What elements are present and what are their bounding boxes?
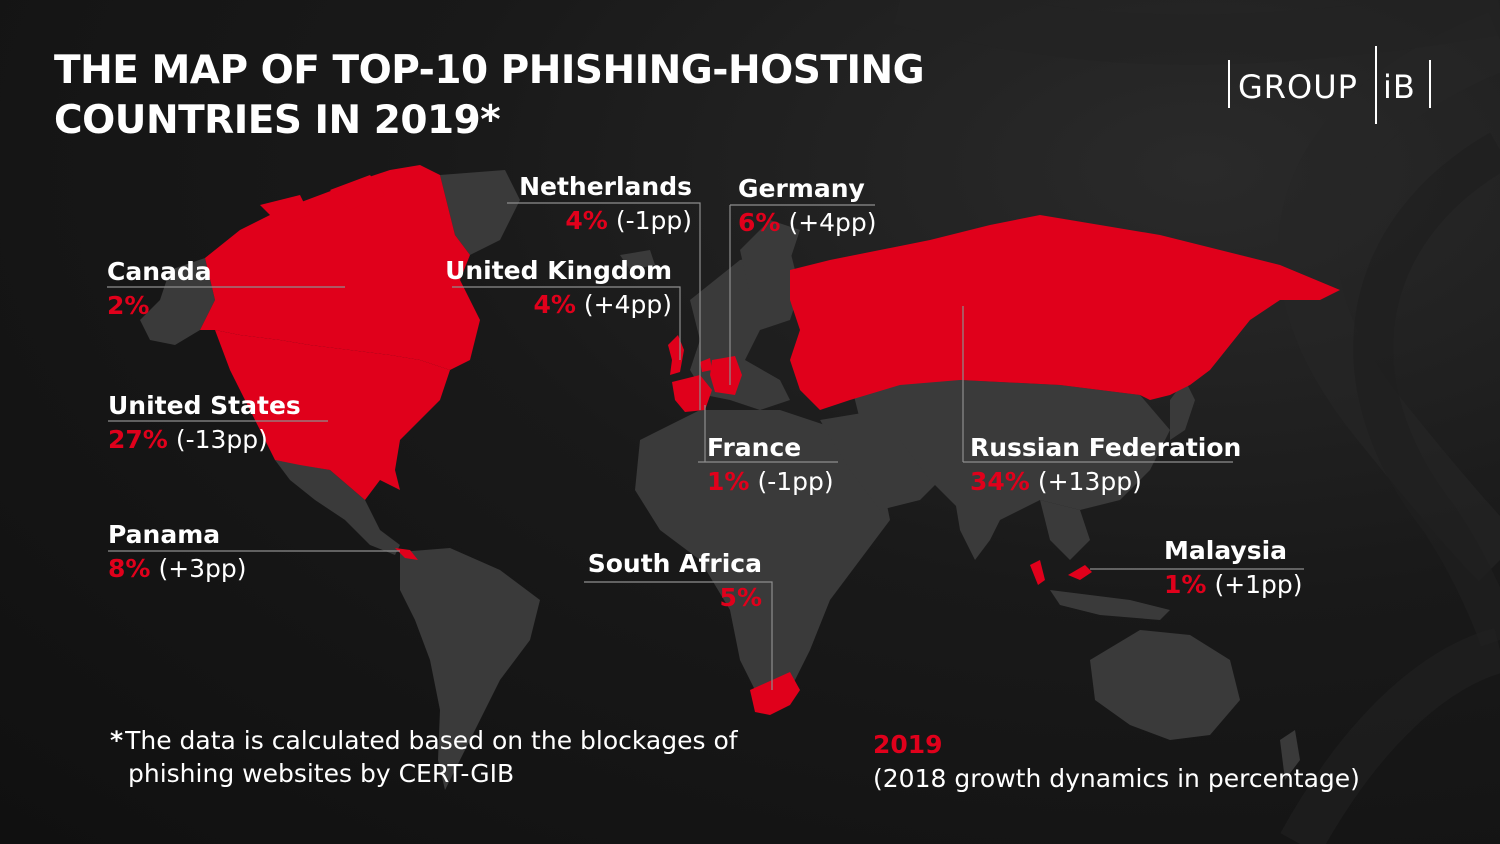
group-ib-logo: GROUP iB — [1228, 46, 1433, 124]
malaysia-borneo-shape — [1068, 565, 1092, 580]
label-south-africa: South Africa 5% — [584, 549, 762, 613]
country-values: 4% (+4pp) — [440, 290, 672, 320]
country-name: South Africa — [587, 549, 762, 578]
change-value: (-1pp) — [615, 206, 692, 235]
label-germany: Germany 6% (+4pp) — [738, 174, 883, 238]
logo-bar-middle — [1375, 46, 1377, 124]
country-name: Panama — [108, 520, 221, 549]
leader-germany — [729, 204, 875, 385]
change-value: (+4pp) — [788, 208, 877, 237]
label-russian-federation: Russian Federation 34% (+13pp) — [970, 433, 1242, 497]
label-netherlands: Netherlands 4% (-1pp) — [507, 172, 692, 236]
country-values: 1% (+1pp) — [1164, 570, 1304, 600]
country-name: France — [707, 433, 802, 462]
footnote-line-2: phishing websites by CERT-GIB — [128, 759, 515, 788]
country-name: Malaysia — [1164, 536, 1288, 565]
legend-year: 2019 — [873, 730, 943, 759]
change-value: (+1pp) — [1214, 570, 1303, 599]
footnote-line-1: The data is calculated based on the bloc… — [125, 726, 738, 755]
share-value: 34% — [970, 467, 1030, 496]
footnote: *The data is calculated based on the blo… — [110, 724, 738, 790]
share-value: 4% — [565, 206, 608, 235]
share-value: 27% — [108, 425, 168, 454]
leader-lines — [107, 202, 1304, 690]
title-line-1: THE MAP OF TOP-10 PHISHING-HOSTING — [54, 48, 925, 93]
country-name: Netherlands — [519, 172, 692, 201]
change-value: (+13pp) — [1037, 467, 1142, 496]
leader-netherlands — [507, 202, 701, 410]
footnote-asterisk: * — [110, 726, 124, 755]
country-values: 8% (+3pp) — [108, 554, 400, 584]
highlighted-countries — [200, 165, 1340, 715]
leader-united-kingdom — [452, 286, 681, 360]
change-value: (-13pp) — [175, 425, 268, 454]
canada-shape — [200, 165, 480, 370]
country-name: Canada — [107, 257, 212, 286]
germany-shape — [710, 356, 742, 395]
share-value: 1% — [707, 467, 750, 496]
change-value: (+3pp) — [158, 554, 247, 583]
share-value: 4% — [533, 290, 576, 319]
country-values: 1% (-1pp) — [707, 467, 842, 497]
united-states-shape — [215, 330, 450, 500]
netherlands-shape — [700, 358, 712, 372]
country-values: 5% — [584, 583, 762, 613]
logo-text-group: GROUP — [1238, 68, 1358, 106]
page-title: THE MAP OF TOP-10 PHISHING-HOSTING COUNT… — [54, 46, 974, 146]
united-kingdom-shape — [668, 335, 684, 375]
label-panama: Panama 8% (+3pp) — [108, 520, 400, 584]
country-values: 2% — [107, 291, 345, 321]
logo-bar-left — [1228, 60, 1230, 108]
france-shape — [672, 375, 712, 412]
country-name: Russian Federation — [970, 433, 1242, 462]
label-malaysia: Malaysia 1% (+1pp) — [1164, 536, 1304, 600]
leader-south-africa — [584, 581, 773, 690]
malaysia-peninsula-shape — [1030, 560, 1045, 585]
share-value: 8% — [108, 554, 151, 583]
share-value: 2% — [107, 291, 150, 320]
country-name: United States — [108, 391, 301, 420]
country-name: United Kingdom — [445, 256, 672, 285]
country-values: 4% (-1pp) — [507, 206, 692, 236]
share-value: 1% — [1164, 570, 1207, 599]
change-value: (-1pp) — [757, 467, 834, 496]
label-france: France 1% (-1pp) — [707, 433, 842, 497]
russian-federation-shape — [790, 215, 1340, 410]
leader-russia — [962, 306, 1233, 463]
country-values: 27% (-13pp) — [108, 425, 328, 455]
legend: 2019 (2018 growth dynamics in percentage… — [873, 728, 1360, 796]
logo-text-ib: iB — [1383, 68, 1416, 106]
legend-description: (2018 growth dynamics in percentage) — [873, 764, 1360, 793]
country-values: 6% (+4pp) — [738, 208, 883, 238]
label-canada: Canada 2% — [107, 257, 345, 321]
share-value: 5% — [719, 583, 762, 612]
south-africa-shape — [750, 672, 800, 715]
title-line-2: COUNTRIES IN 2019* — [54, 98, 501, 143]
leader-france — [698, 405, 838, 463]
logo-bar-right — [1429, 60, 1431, 108]
label-united-states: United States 27% (-13pp) — [108, 391, 328, 455]
label-united-kingdom: United Kingdom 4% (+4pp) — [440, 256, 672, 320]
change-value: (+4pp) — [583, 290, 672, 319]
panama-shape — [395, 548, 418, 560]
country-name: Germany — [738, 174, 865, 203]
country-values: 34% (+13pp) — [970, 467, 1235, 497]
share-value: 6% — [738, 208, 781, 237]
